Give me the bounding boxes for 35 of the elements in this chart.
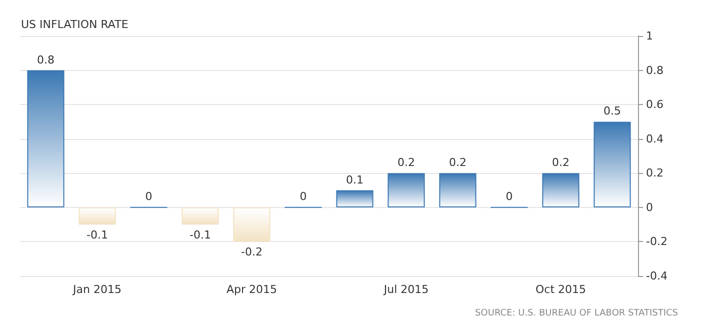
y-tick-label: -0.2 bbox=[646, 235, 668, 248]
data-label: 0.5 bbox=[604, 104, 621, 118]
y-tick-label: 1 bbox=[646, 30, 653, 42]
bar bbox=[27, 70, 64, 208]
data-label: 0 bbox=[145, 190, 152, 203]
bar bbox=[336, 190, 374, 208]
bar bbox=[182, 207, 219, 225]
y-tick-label: 0.2 bbox=[646, 166, 664, 180]
x-tick-label: Jul 2015 bbox=[382, 283, 429, 296]
source-note: SOURCE: U.S. BUREAU OF LABOR STATISTICS bbox=[475, 308, 678, 318]
data-label: -0.1 bbox=[190, 228, 211, 242]
data-label: 0.2 bbox=[398, 156, 415, 170]
data-label: 0 bbox=[300, 190, 307, 203]
chart-title: US INFLATION RATE bbox=[21, 18, 128, 31]
y-tick-label: 0.8 bbox=[646, 64, 664, 77]
x-tick-label: Oct 2015 bbox=[535, 283, 586, 296]
y-tick-label: 0 bbox=[646, 200, 653, 214]
data-label: -0.2 bbox=[241, 246, 262, 259]
x-tick-label: Jan 2015 bbox=[72, 283, 122, 296]
bar bbox=[542, 173, 580, 208]
x-tick-label: Apr 2015 bbox=[226, 283, 278, 296]
y-tick-label: 0.4 bbox=[646, 132, 664, 146]
data-label: 0.1 bbox=[346, 173, 364, 186]
data-label: 0.2 bbox=[552, 156, 570, 170]
bar bbox=[78, 207, 116, 225]
data-label: 0.8 bbox=[37, 53, 54, 66]
y-tick-label: 0.6 bbox=[646, 98, 664, 112]
bar bbox=[594, 122, 631, 208]
data-label: -0.1 bbox=[86, 228, 108, 242]
data-label: 0.2 bbox=[449, 156, 466, 170]
bar bbox=[233, 207, 270, 242]
bar bbox=[439, 173, 476, 208]
y-tick-label: -0.4 bbox=[646, 270, 668, 282]
data-label: 0 bbox=[506, 190, 513, 203]
bar bbox=[388, 173, 425, 208]
